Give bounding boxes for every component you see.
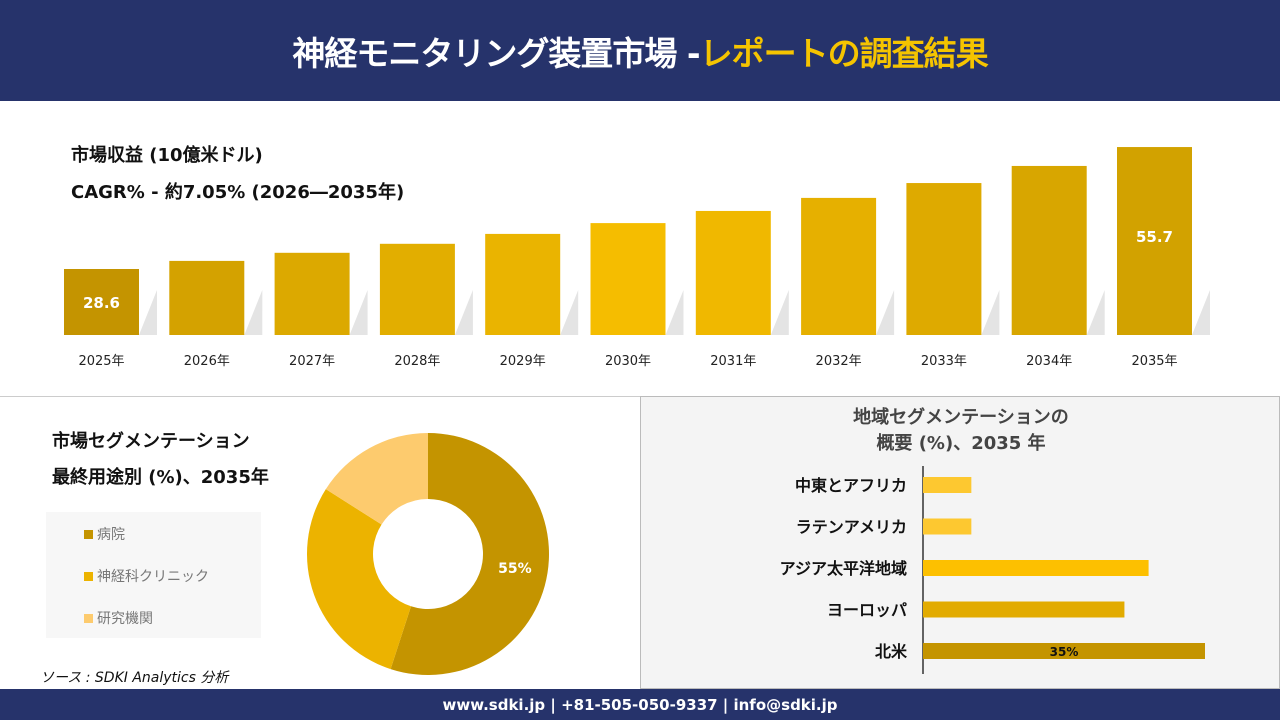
end-use-section: 市場セグメンテーション 最終用途別 (%)、2035年 病院神経科クリニック 研究… [0,396,640,689]
legend-swatch [84,529,93,539]
bar-shadow [139,290,157,335]
bar-shadow [876,290,895,335]
revenue-bar [169,260,245,335]
legend-label: 病院 [97,527,125,543]
x-tick-label: 2035年 [1131,354,1177,369]
region-bar [923,477,972,493]
donut-slice [325,433,428,525]
region-title-2: 概要 (%)、2035 年 [876,433,1046,454]
source-text: ソース : SDKI Analytics 分析 [40,670,229,686]
x-tick-label: 2033年 [921,354,967,369]
x-tick-label: 2032年 [816,354,862,369]
revenue-bar [590,223,666,335]
header-title: 神経モニタリング装置市場 - レポートの調査結果 [0,0,1280,101]
bar-shadow [665,290,684,335]
end-use-title-1: 市場セグメンテーション [52,431,250,452]
region-bar [923,560,1149,576]
bar-shadow [244,290,263,335]
x-tick-label: 2028年 [394,354,440,369]
bar-shadow [560,290,579,335]
revenue-bar [379,243,455,335]
x-tick-label: 2034年 [1026,354,1072,369]
legend-label: 神経科クリニック [97,569,209,585]
region-section: 地域セグメンテーションの 概要 (%)、2035 年 中東とアフリカ ラテンアメリカ… [640,396,1280,689]
revenue-bar [695,210,771,335]
data-label: 55% [498,561,532,577]
donut-slice [390,433,549,675]
donut-slice [307,489,412,670]
footer-contact: www.sdki.jp | +81-505-050-9337 | info@sd… [0,689,1280,720]
revenue-bar [64,269,139,335]
end-use-title-2: 最終用途別 (%)、2035年 [52,467,269,488]
title-accent: レポートの調査結果 [699,33,989,73]
region-title: 地域セグメンテーションの 概要 (%)、2035 年 [641,405,1280,457]
legend-label: 研究機関 [97,611,153,627]
x-tick-label: 2027年 [289,354,335,369]
y-tick-label: ヨーロッパ [827,601,907,620]
region-bar [923,518,972,535]
bar-shadow [349,290,368,335]
revenue-bar [485,233,561,335]
x-tick-label: 2025年 [78,354,124,369]
bar-shadow [1086,290,1105,335]
region-bar [923,601,1125,618]
revenue-bar [1011,165,1087,335]
revenue-bar [906,183,982,335]
bar-shadow [770,290,789,335]
x-tick-label: 2029年 [500,354,546,369]
x-tick-label: 2030年 [605,354,651,369]
revenue-section: 市場収益 (10億米ドル) CAGR% - 約7.05% (2026―2035年… [0,101,1280,396]
legend-item: 病院 [84,524,125,544]
region-bar [923,643,1205,659]
cagr-text: CAGR% - 約7.05% (2026―2035年) [71,182,405,203]
x-tick-label: 2031年 [710,354,756,369]
data-label: 28.6 [83,294,120,312]
legend-swatch [84,613,93,623]
y-tick-label: 中東とアフリカ [795,476,907,495]
legend-item: 神経科クリニック [84,566,209,586]
title-main: 神経モニタリング装置市場 - [292,33,700,73]
data-label: 55.7 [1136,228,1173,246]
bar-shadow [454,290,473,335]
x-tick-label: 2026年 [184,354,230,369]
data-label: 35% [1050,645,1079,659]
legend-item: 研究機関 [84,608,153,628]
legend-swatch [84,571,93,581]
revenue-bar [1117,147,1192,335]
bar-shadow [981,290,1000,335]
donut-legend: 病院神経科クリニック 研究機関 [46,512,261,638]
region-title-1: 地域セグメンテーションの [853,407,1069,428]
revenue-title: 市場収益 (10億米ドル) [71,145,263,166]
revenue-bar [801,197,877,335]
revenue-bar [274,252,350,335]
y-tick-label: 北米 [875,642,908,661]
y-tick-label: アジア太平洋地域 [780,559,907,578]
bar-shadow [1192,290,1210,335]
revenue-chart: 2025年 28.6 2026年 2027年 2028年 2029年 2030年 2031年 2… [64,147,1210,369]
y-tick-label: ラテンアメリカ [796,518,907,537]
donut-chart: 55% [307,433,549,675]
